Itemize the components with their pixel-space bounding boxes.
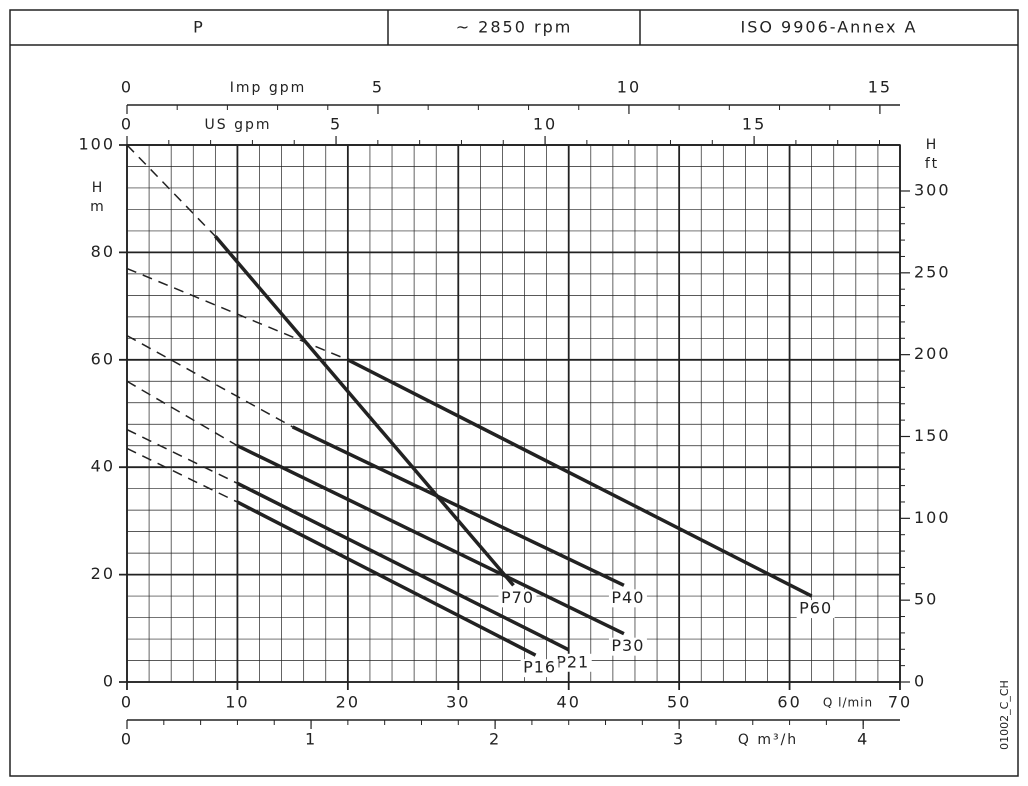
curve — [236, 444, 625, 636]
y2-tick-label: 200 — [914, 344, 951, 363]
x-tick-label: 70 — [888, 693, 912, 712]
label-box — [553, 653, 592, 672]
header-cell: P — [193, 18, 205, 37]
axis-label: US gpm — [205, 117, 272, 133]
label-box — [796, 600, 835, 619]
y2-tick-label: 100 — [914, 508, 951, 527]
tick-label: 4 — [857, 730, 869, 749]
tick-label: 0 — [121, 730, 133, 749]
curve-label: P21 — [556, 652, 589, 671]
label-box — [498, 589, 537, 608]
tick-label: 15 — [868, 78, 892, 97]
y2-tick-label: 150 — [914, 426, 951, 445]
axis-label: H — [92, 180, 105, 196]
curve-extension — [126, 334, 294, 428]
y-tick-label: 60 — [91, 349, 115, 368]
tick-label: 1 — [305, 730, 317, 749]
tick-label: 10 — [533, 115, 557, 134]
drawing-code: 01002_C_CH — [998, 680, 1011, 750]
y-tick-label: 0 — [103, 672, 115, 691]
axis-label: Imp gpm — [230, 80, 307, 96]
curve-extension — [126, 267, 349, 361]
tick-label: 0 — [121, 115, 133, 134]
curve-label: P70 — [501, 588, 534, 607]
curve — [347, 358, 813, 598]
x-tick-label: 30 — [446, 693, 470, 712]
x-tick-label: 60 — [777, 693, 801, 712]
tick-label: 5 — [372, 78, 384, 97]
curve-label: P40 — [611, 588, 644, 607]
curve-extension — [126, 428, 238, 484]
y-tick-label: 100 — [78, 135, 115, 154]
axis-label: Q l/min — [823, 696, 873, 710]
y2-tick-label: 0 — [914, 672, 926, 691]
axis-label: ft — [925, 156, 939, 172]
x-tick-label: 50 — [667, 693, 691, 712]
tick-label: 10 — [617, 78, 641, 97]
curve — [236, 481, 570, 652]
curve-extension — [126, 144, 216, 237]
curve-label: P60 — [799, 599, 832, 618]
label-box — [520, 659, 559, 678]
curve-extension — [126, 380, 238, 447]
tick-label: 2 — [489, 730, 501, 749]
y-tick-label: 40 — [91, 457, 115, 476]
x-tick-label: 0 — [121, 693, 133, 712]
axis-label: Q m³/h — [738, 732, 798, 748]
tick-label: 15 — [742, 115, 766, 134]
x-tick-label: 40 — [557, 693, 581, 712]
curve-label: P16 — [523, 658, 556, 677]
axis-label: m — [90, 199, 106, 215]
curve-extension — [126, 447, 238, 503]
y2-tick-label: 300 — [914, 180, 951, 199]
curve — [291, 425, 625, 587]
curve — [214, 235, 515, 587]
y-tick-label: 80 — [91, 242, 115, 261]
tick-label: 3 — [673, 730, 685, 749]
tick-label: 5 — [330, 115, 342, 134]
curve — [236, 500, 537, 657]
y-tick-label: 20 — [91, 564, 115, 583]
label-box — [608, 589, 647, 608]
header-cell: ISO 9906-Annex A — [741, 18, 918, 37]
axis-label: H — [926, 137, 939, 153]
x-tick-label: 10 — [225, 693, 249, 712]
header-cell: ~ 2850 rpm — [456, 18, 573, 37]
tick-label: 0 — [121, 78, 133, 97]
frame — [9, 9, 1019, 777]
y2-tick-label: 250 — [914, 262, 951, 281]
curve-label: P30 — [611, 636, 644, 655]
x-tick-label: 20 — [336, 693, 360, 712]
y2-tick-label: 50 — [914, 590, 938, 609]
label-box — [608, 637, 647, 656]
